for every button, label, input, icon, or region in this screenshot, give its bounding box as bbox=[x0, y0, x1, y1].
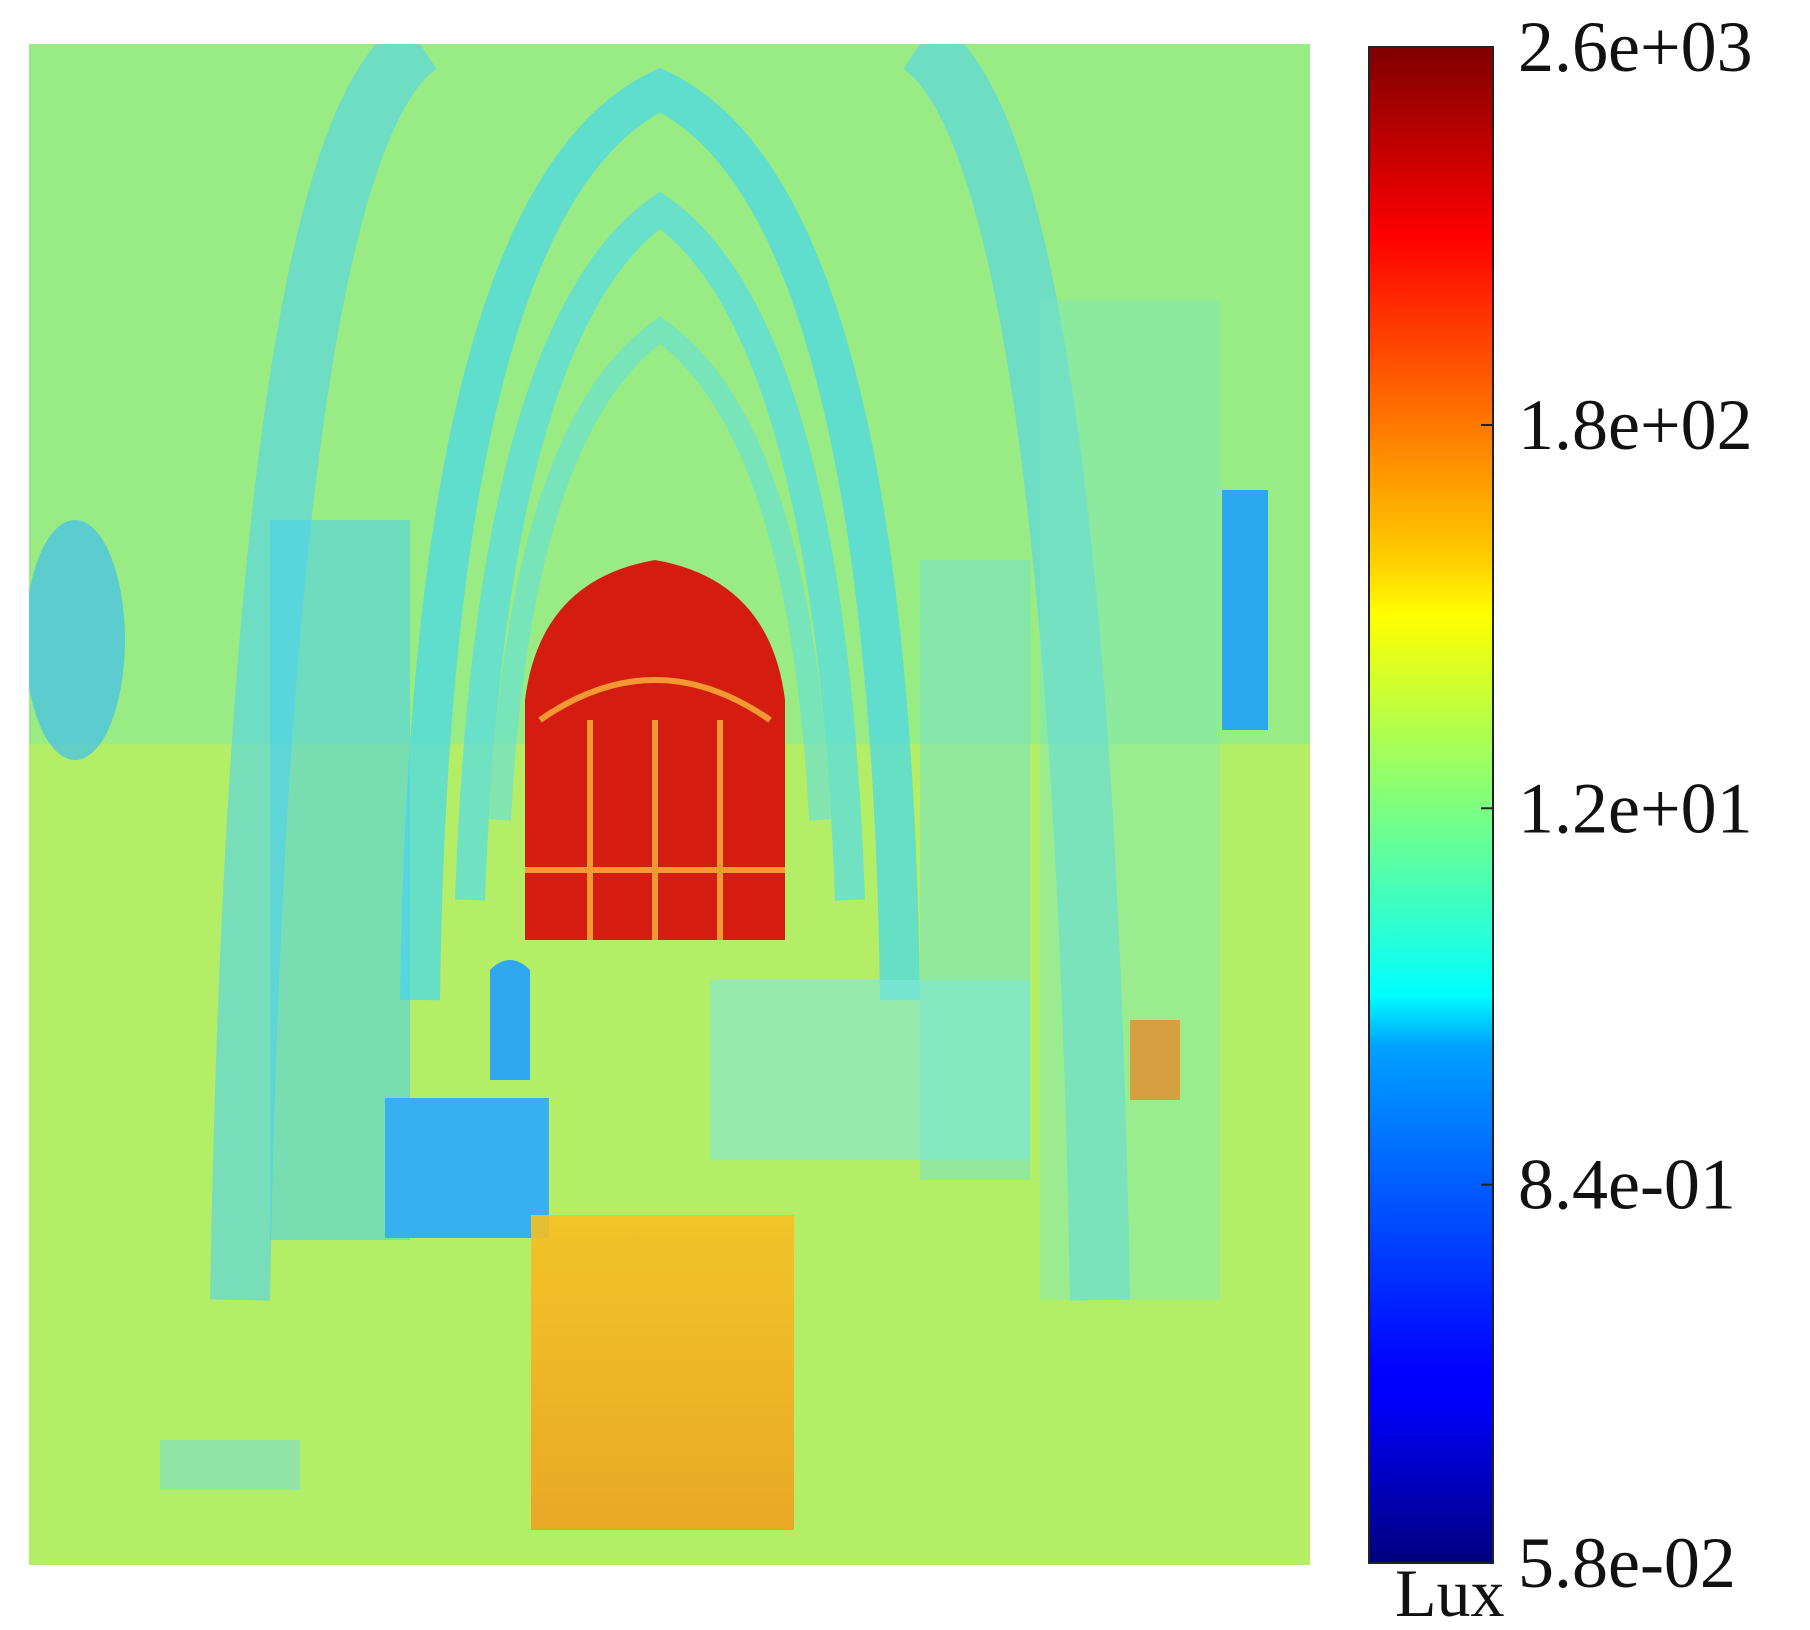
colorbar-tick-label: 2.6e+03 bbox=[1518, 7, 1753, 87]
colorbar-tick-label: 1.8e+02 bbox=[1518, 385, 1753, 465]
colorbar-label: Lux bbox=[1395, 1555, 1505, 1625]
page: {"chart_data": {"type": "heatmap", "colo… bbox=[0, 0, 1810, 1625]
colorbar-tick-label: 5.8e-02 bbox=[1518, 1523, 1736, 1603]
chart: Lux 5.8e-02 8.4e-01 1.2e+01 1.8e+02 2.6e+03 bbox=[0, 0, 1810, 1625]
colorbar bbox=[1369, 47, 1493, 1563]
luminance-image bbox=[25, 44, 1310, 1565]
colorbar-tick-label: 1.2e+01 bbox=[1518, 768, 1753, 848]
colorbar-tick-label: 8.4e-01 bbox=[1518, 1145, 1736, 1225]
